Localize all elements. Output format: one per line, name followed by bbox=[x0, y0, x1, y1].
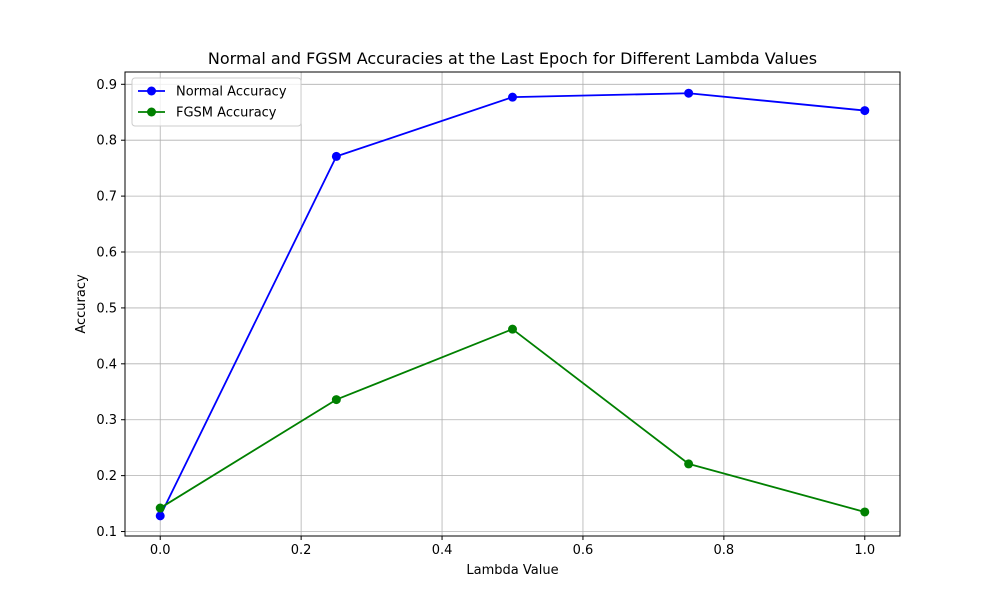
normal-accuracy-point bbox=[684, 88, 694, 98]
ticks-layer: 0.0 0.2 0.4 0.6 0.8 1.0 0.1 0.2 0.3 0.4 0.5 0.6 0.7 0… bbox=[96, 78, 875, 558]
fgsm-accuracy-point bbox=[684, 459, 694, 469]
y-axis-label: Accuracy bbox=[74, 274, 89, 334]
normal-accuracy-point bbox=[331, 151, 341, 161]
x-tick-label: 0.8 bbox=[714, 543, 735, 558]
y-tick-label: 0.6 bbox=[96, 246, 117, 261]
series-layer bbox=[155, 88, 870, 521]
x-tick-label: 0.4 bbox=[432, 543, 453, 558]
y-tick-label: 0.1 bbox=[96, 525, 117, 540]
normal-accuracy-point bbox=[860, 106, 870, 116]
y-tick-label: 0.7 bbox=[96, 190, 117, 205]
y-tick-label: 0.8 bbox=[96, 134, 117, 149]
x-axis-label: Lambda Value bbox=[466, 563, 558, 578]
x-tick-label: 0.0 bbox=[150, 543, 171, 558]
normal-accuracy-line bbox=[159, 92, 865, 517]
legend-swatch-fgsm-marker bbox=[147, 107, 156, 117]
legend-label-normal: Normal Accuracy bbox=[176, 85, 287, 100]
fgsm-accuracy-point bbox=[508, 324, 517, 334]
normal-accuracy-point bbox=[508, 92, 517, 102]
axes-layer bbox=[124, 71, 901, 537]
x-tick-label: 0.2 bbox=[291, 543, 312, 558]
legend-swatch-normal-marker bbox=[147, 86, 156, 96]
y-tick-label: 0.3 bbox=[96, 413, 117, 428]
normal-accuracy-point bbox=[155, 511, 165, 521]
x-tick-label: 0.6 bbox=[573, 543, 594, 558]
plot-frame bbox=[124, 71, 901, 537]
y-tick-label: 0.4 bbox=[96, 357, 117, 372]
y-tick-label: 0.5 bbox=[96, 301, 117, 316]
fgsm-accuracy-point bbox=[860, 507, 870, 517]
y-tick-label: 0.9 bbox=[96, 78, 117, 93]
grid-layer bbox=[125, 72, 900, 536]
legend-label-fgsm: FGSM Accuracy bbox=[176, 106, 277, 121]
fgsm-accuracy-line bbox=[159, 328, 866, 513]
x-tick-label: 1.0 bbox=[854, 543, 875, 558]
fgsm-accuracy-point bbox=[155, 503, 165, 513]
fgsm-accuracy-point bbox=[331, 395, 341, 405]
chart-title: Normal and FGSM Accuracies at the Last E… bbox=[208, 49, 817, 68]
y-tick-label: 0.2 bbox=[96, 469, 117, 484]
legend-box bbox=[131, 77, 302, 127]
legend: Normal Accuracy FGSM Accuracy bbox=[131, 77, 302, 127]
